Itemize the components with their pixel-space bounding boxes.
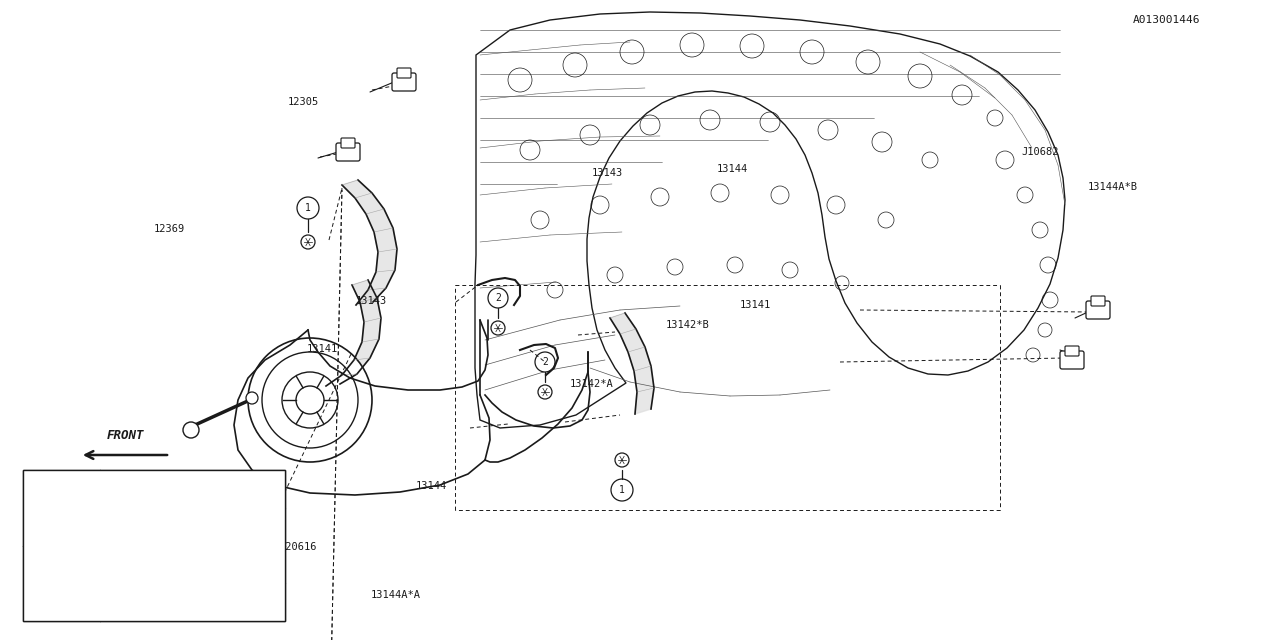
Circle shape [611,479,634,501]
Text: 2: 2 [59,503,64,513]
Polygon shape [611,313,654,414]
Text: 13144A*A: 13144A*A [371,590,421,600]
FancyBboxPatch shape [335,143,360,161]
Circle shape [51,573,72,593]
Text: J20616: J20616 [279,542,316,552]
Text: J2062  <V,4S->: J2062 <V,4S-> [105,522,180,531]
Text: FRONT: FRONT [106,429,143,442]
Text: 13141: 13141 [307,344,338,354]
Circle shape [492,321,506,335]
Circle shape [296,386,324,414]
Text: 2: 2 [541,357,548,367]
Text: 1: 1 [59,503,64,513]
Text: J20617 <V,4S->: J20617 <V,4S-> [105,598,180,607]
FancyBboxPatch shape [1085,301,1110,319]
Circle shape [246,392,259,404]
Circle shape [488,288,508,308]
Bar [23,470,285,621]
Text: J10682: J10682 [1021,147,1059,157]
Text: 13143: 13143 [591,168,622,178]
FancyBboxPatch shape [1091,296,1105,306]
Text: J20603 <V,JF->: J20603 <V,JF-> [105,561,186,570]
FancyBboxPatch shape [392,73,416,91]
Circle shape [301,235,315,249]
Bar [23,470,285,621]
Text: 2: 2 [59,578,64,588]
Text: 1: 1 [620,485,625,495]
Circle shape [538,385,552,399]
Text: 13142*B: 13142*B [666,320,709,330]
Text: 1: 1 [59,578,64,588]
Text: 2: 2 [495,293,500,303]
Text: 13144: 13144 [416,481,447,492]
Text: 12305: 12305 [288,97,319,108]
Circle shape [183,422,198,438]
Text: J20603 <V,JF->: J20603 <V,JF-> [105,484,180,493]
Text: A60690 <V,JF->: A60690 <V,JF-> [105,560,180,569]
FancyBboxPatch shape [340,138,355,148]
Circle shape [297,197,319,219]
Text: A013001446: A013001446 [1133,15,1201,26]
Circle shape [535,352,556,372]
Text: 13144A*B: 13144A*B [1088,182,1138,192]
Circle shape [282,372,338,428]
Circle shape [248,338,372,462]
Text: J20617 <V,4S->: J20617 <V,4S-> [105,521,186,530]
Text: 1: 1 [305,203,311,213]
Polygon shape [342,180,397,305]
Text: 12369: 12369 [154,224,184,234]
Circle shape [614,453,628,467]
FancyBboxPatch shape [397,68,411,78]
Text: 13144: 13144 [717,164,748,174]
Circle shape [51,573,72,593]
Circle shape [51,498,72,518]
Text: 13141: 13141 [740,300,771,310]
Text: 13143: 13143 [356,296,387,306]
Circle shape [262,352,358,448]
Polygon shape [326,280,381,386]
Text: A60690 <V,JF->: A60690 <V,JF-> [105,486,186,495]
Circle shape [51,498,72,518]
FancyBboxPatch shape [1060,351,1084,369]
Text: J2062  <V,4S->: J2062 <V,4S-> [105,596,186,605]
Text: 13142*A: 13142*A [570,379,613,389]
FancyBboxPatch shape [1065,346,1079,356]
